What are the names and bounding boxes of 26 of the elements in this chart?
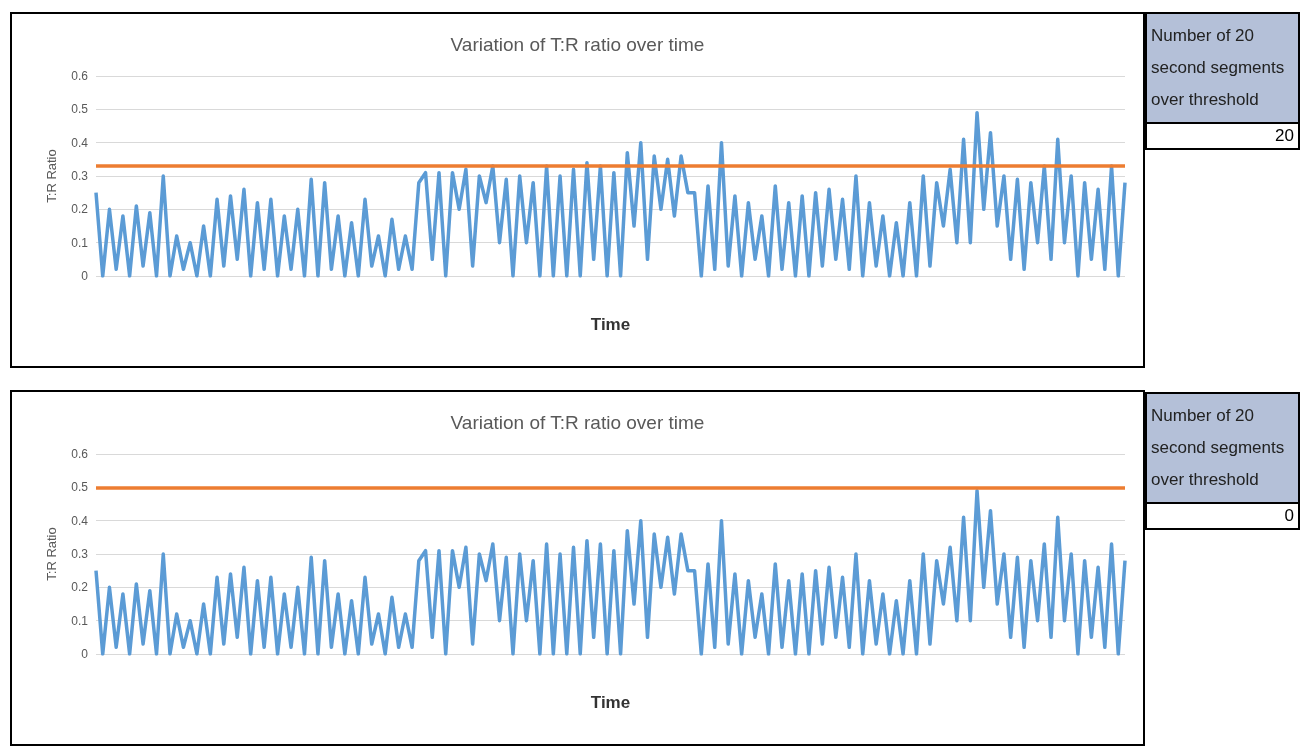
text: 0	[1147, 504, 1298, 528]
text: Number of 20 second segments over threshold	[1147, 394, 1298, 504]
y-tick-label: 0.3	[71, 169, 89, 183]
y-tick-label: 0.4	[71, 135, 89, 150]
line-series	[94, 110, 1127, 278]
y-tick-label: 0.6	[71, 447, 89, 461]
y-tick-label: 0.4	[71, 513, 89, 528]
line-series	[94, 488, 1127, 656]
y-tick-label: 0.2	[71, 202, 89, 217]
y-axis-title: T:R Ratio	[44, 149, 59, 203]
y-tick-label: 0.5	[71, 102, 89, 117]
text: 20	[1147, 124, 1298, 148]
y-tick-label: 0.1	[71, 613, 89, 628]
y-tick-label: 0.3	[71, 547, 89, 561]
y-axis-title: T:R Ratio	[44, 527, 59, 581]
y-tick-label: 0.5	[71, 480, 89, 495]
chart-title: Variation of T:R ratio over time	[450, 34, 705, 55]
y-tick-label: 0.6	[71, 69, 89, 83]
y-tick-label: 0.1	[71, 235, 89, 250]
chart-title: Variation of T:R ratio over time	[450, 412, 705, 433]
y-tick-label: 0	[81, 647, 89, 661]
y-tick-label: 0.2	[71, 580, 89, 595]
text: Number of 20 second segments over threshold	[1147, 14, 1298, 124]
x-axis-title: Time	[590, 315, 631, 334]
y-tick-label: 0	[81, 269, 89, 283]
x-axis-title: Time	[590, 693, 631, 712]
